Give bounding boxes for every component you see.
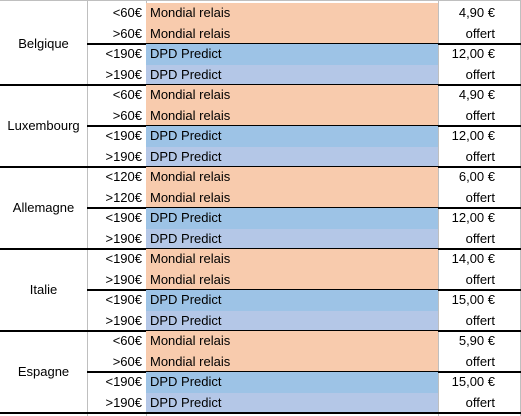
country-label[interactable]: Italie: [29, 282, 58, 297]
price-cell[interactable]: 5,90 €: [458, 333, 495, 348]
price-cell[interactable]: 12,00 €: [451, 210, 495, 225]
carrier-cell[interactable]: Mondial relais: [146, 105, 438, 126]
price-cell[interactable]: 12,00 €: [451, 46, 495, 61]
price-cell[interactable]: offert: [465, 353, 495, 369]
threshold-cell[interactable]: <190€: [105, 46, 142, 61]
carrier-cell[interactable]: DPD Predict: [146, 372, 438, 393]
carrier-cell[interactable]: DPD Predict: [146, 310, 438, 331]
country-label[interactable]: Espagne: [17, 364, 70, 379]
carrier-cell[interactable]: DPD Predict: [146, 392, 438, 413]
country-label[interactable]: Belgique: [18, 36, 69, 51]
threshold-cell[interactable]: <190€: [105, 210, 142, 225]
threshold-cell[interactable]: >120€: [105, 189, 142, 205]
price-cell[interactable]: offert: [465, 271, 495, 287]
threshold-cell[interactable]: <120€: [105, 169, 142, 184]
carrier-cell[interactable]: DPD Predict: [146, 208, 438, 229]
threshold-cell[interactable]: >190€: [105, 66, 142, 82]
threshold-cell[interactable]: >190€: [105, 312, 142, 328]
threshold-cell[interactable]: <190€: [105, 251, 142, 266]
price-cell[interactable]: 4,90 €: [458, 5, 495, 20]
price-cell[interactable]: 15,00 €: [451, 292, 495, 307]
price-cell[interactable]: 12,00 €: [451, 128, 495, 143]
carrier-cell[interactable]: Mondial relais: [146, 331, 438, 352]
carrier-cell[interactable]: DPD Predict: [146, 44, 438, 65]
price-cell[interactable]: 6,00 €: [458, 169, 495, 184]
carrier-cell[interactable]: DPD Predict: [146, 290, 438, 311]
threshold-cell[interactable]: >190€: [105, 230, 142, 246]
price-cell[interactable]: 4,90 €: [458, 87, 495, 102]
price-cell[interactable]: 15,00 €: [451, 374, 495, 389]
threshold-cell[interactable]: >190€: [105, 148, 142, 164]
carrier-cell[interactable]: DPD Predict: [146, 146, 438, 167]
carrier-cell[interactable]: Mondial relais: [146, 85, 438, 106]
country-block-separator: [0, 412, 521, 414]
threshold-cell[interactable]: >60€: [112, 353, 142, 369]
price-cell[interactable]: offert: [465, 394, 495, 410]
threshold-cell[interactable]: <190€: [105, 128, 142, 143]
carrier-cell[interactable]: Mondial relais: [146, 351, 438, 372]
price-cell[interactable]: offert: [465, 66, 495, 82]
threshold-cell[interactable]: <190€: [105, 374, 142, 389]
table-top-border: [0, 0, 521, 1]
price-cell[interactable]: 14,00 €: [451, 251, 495, 266]
threshold-cell[interactable]: <60€: [112, 333, 142, 348]
price-cell[interactable]: offert: [465, 107, 495, 123]
carrier-cell[interactable]: Mondial relais: [146, 3, 438, 24]
threshold-cell[interactable]: >60€: [112, 25, 142, 41]
carrier-cell[interactable]: Mondial relais: [146, 23, 438, 44]
price-cell[interactable]: offert: [465, 230, 495, 246]
carrier-cell[interactable]: DPD Predict: [146, 126, 438, 147]
threshold-cell[interactable]: >190€: [105, 271, 142, 287]
carrier-cell[interactable]: Mondial relais: [146, 167, 438, 188]
price-cell[interactable]: offert: [465, 312, 495, 328]
threshold-cell[interactable]: >60€: [112, 107, 142, 123]
threshold-cell[interactable]: >190€: [105, 394, 142, 410]
country-label[interactable]: Luxembourg: [7, 118, 80, 133]
carrier-cell[interactable]: Mondial relais: [146, 187, 438, 208]
carrier-cell[interactable]: DPD Predict: [146, 64, 438, 85]
country-label[interactable]: Allemagne: [12, 200, 75, 215]
carrier-cell[interactable]: DPD Predict: [146, 228, 438, 249]
threshold-cell[interactable]: <60€: [112, 5, 142, 20]
threshold-cell[interactable]: <190€: [105, 292, 142, 307]
price-cell[interactable]: offert: [465, 148, 495, 164]
carrier-cell[interactable]: Mondial relais: [146, 249, 438, 270]
price-cell[interactable]: offert: [465, 189, 495, 205]
threshold-cell[interactable]: <60€: [112, 87, 142, 102]
price-cell[interactable]: offert: [465, 25, 495, 41]
carrier-cell[interactable]: Mondial relais: [146, 269, 438, 290]
